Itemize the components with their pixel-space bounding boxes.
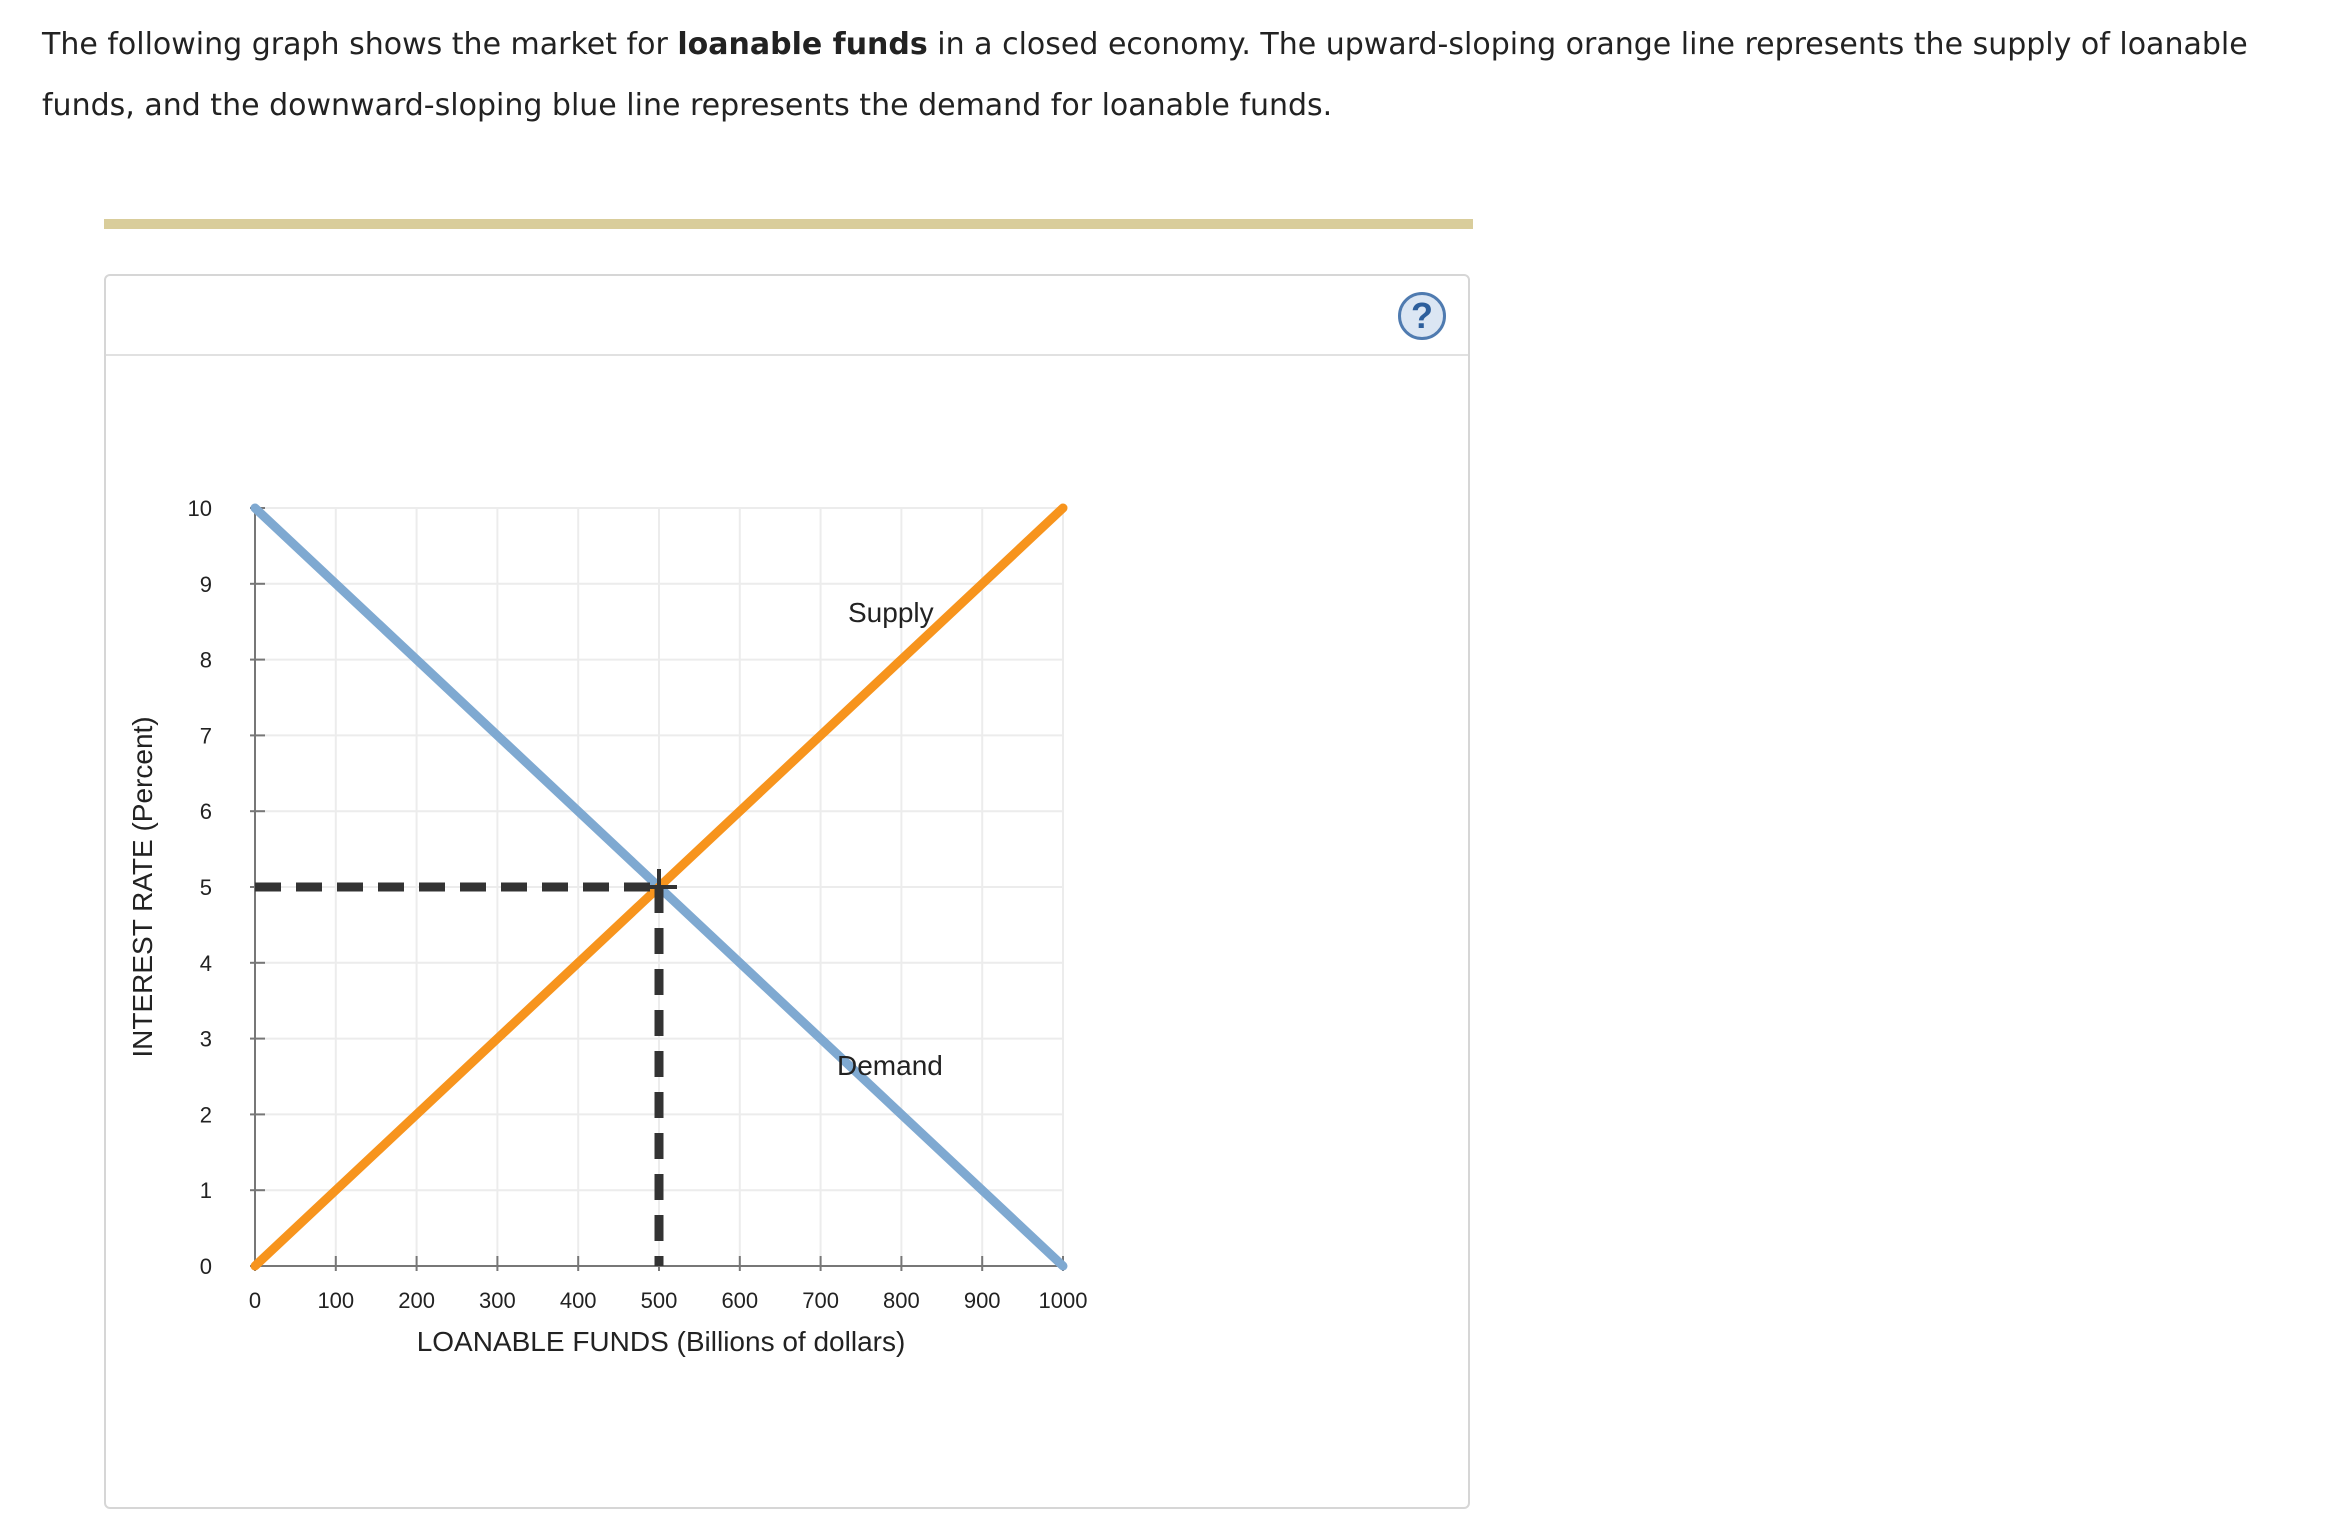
y-tick-label: 2 [200, 1102, 212, 1127]
section-divider [104, 219, 1473, 229]
x-tick-label: 700 [802, 1288, 839, 1313]
question-mark-icon[interactable]: ? [1398, 292, 1446, 340]
x-tick-label: 300 [479, 1288, 516, 1313]
y-tick-label: 5 [200, 875, 212, 900]
demand-label: Demand [837, 1050, 943, 1081]
y-tick-label: 1 [200, 1178, 212, 1203]
y-tick-label: 3 [200, 1027, 212, 1052]
y-tick-label: 9 [200, 572, 212, 597]
x-tick-label: 100 [317, 1288, 354, 1313]
question-text-part1: The following graph shows the market for [42, 27, 678, 62]
question-text-part2: in a closed economy. The upward-sloping … [42, 27, 2248, 123]
graph-panel: ? [104, 274, 1470, 1509]
y-tick-label: 4 [200, 951, 212, 976]
x-tick-label: 1000 [1039, 1288, 1088, 1313]
y-axis-title: INTEREST RATE (Percent) [127, 716, 158, 1057]
x-tick-label: 800 [883, 1288, 920, 1313]
x-tick-label: 600 [721, 1288, 758, 1313]
y-tick-label: 8 [200, 648, 212, 673]
x-tick-label: 0 [249, 1288, 261, 1313]
panel-header-divider [106, 354, 1468, 356]
x-tick-label: 900 [964, 1288, 1001, 1313]
y-tick-label: 0 [200, 1254, 212, 1279]
x-tick-label: 400 [560, 1288, 597, 1313]
x-tick-label: 200 [398, 1288, 435, 1313]
y-tick-label: 6 [200, 799, 212, 824]
x-axis-title: LOANABLE FUNDS (Billions of dollars) [417, 1326, 906, 1357]
x-tick-label: 500 [641, 1288, 678, 1313]
y-tick-label: 7 [200, 723, 212, 748]
question-text: The following graph shows the market for… [42, 14, 2292, 136]
question-text-bold: loanable funds [677, 27, 928, 62]
y-tick-label: 10 [188, 496, 212, 521]
supply-label: Supply [848, 597, 934, 628]
